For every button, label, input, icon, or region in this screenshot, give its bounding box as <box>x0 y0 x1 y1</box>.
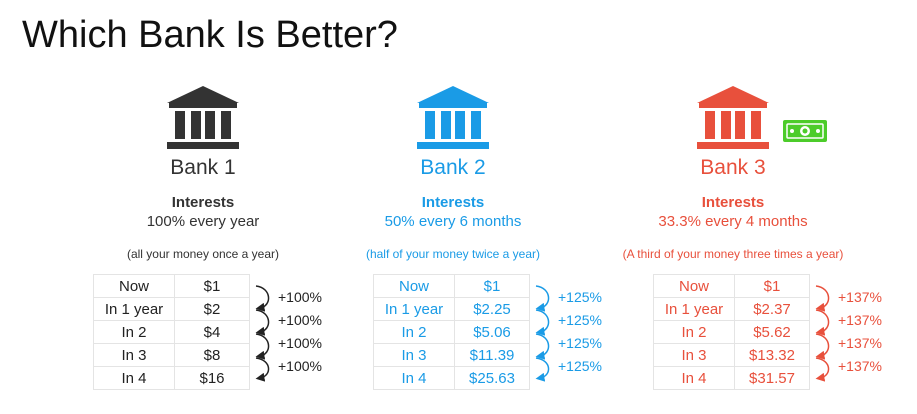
table-row: Now $1 <box>93 274 250 298</box>
bank-3-panel: Bank 3 Interests 33.3% every 4 months (A… <box>583 86 883 261</box>
period-cell: In 1 year <box>93 297 175 321</box>
growth-arrows <box>815 285 830 382</box>
amount-cell: $31.57 <box>734 366 810 390</box>
period-cell: In 2 <box>93 320 175 344</box>
growth-label: +100% <box>278 289 322 305</box>
period-cell: Now <box>373 274 455 298</box>
period-cell: In 1 year <box>373 297 455 321</box>
period-cell: In 3 <box>93 343 175 367</box>
bank-2-panel: Bank 2 Interests 50% every 6 months (hal… <box>303 86 603 261</box>
period-cell: In 2 <box>373 320 455 344</box>
amount-cell: $11.39 <box>454 343 530 367</box>
growth-arrows <box>535 285 550 382</box>
growth-label: +125% <box>558 289 602 305</box>
amount-cell: $8 <box>174 343 250 367</box>
bank-name: Bank 2 <box>420 156 486 179</box>
growth-label: +125% <box>558 312 602 328</box>
growth-label: +125% <box>558 358 602 374</box>
period-cell: In 3 <box>373 343 455 367</box>
amount-cell: $2.25 <box>454 297 530 321</box>
period-cell: In 3 <box>653 343 735 367</box>
table-row: Now $1 <box>373 274 530 298</box>
amount-cell: $1 <box>734 274 810 298</box>
interest-label: Interests <box>421 194 485 211</box>
period-cell: In 4 <box>373 366 455 390</box>
bank-1-table: Now $1 In 1 year $2 In 2 $4 In 3 $8 In 4… <box>93 274 250 390</box>
bank-name: Bank 1 <box>170 156 236 179</box>
interest-note: (A third of your money three times a yea… <box>622 247 844 261</box>
interest-note: (half of your money twice a year) <box>365 247 541 261</box>
growth-arrows <box>255 285 270 382</box>
bank-building-icon <box>417 86 489 149</box>
bank-name: Bank 3 <box>700 156 766 179</box>
amount-cell: $5.06 <box>454 320 530 344</box>
interest-label: Interests <box>701 194 765 211</box>
period-cell: In 4 <box>93 366 175 390</box>
amount-cell: $1 <box>454 274 530 298</box>
period-cell: In 2 <box>653 320 735 344</box>
table-row: In 1 year $2 <box>93 297 250 321</box>
table-row: In 1 year $2.25 <box>373 297 530 321</box>
table-row: In 2 $5.62 <box>653 320 810 344</box>
growth-label: +137% <box>838 335 882 351</box>
table-row: In 3 $8 <box>93 343 250 367</box>
interest-label: Interests <box>171 194 235 211</box>
growth-label: +137% <box>838 289 882 305</box>
bank-1-panel: Bank 1 Interests 100% every year (all yo… <box>53 86 353 261</box>
period-cell: In 1 year <box>653 297 735 321</box>
table-row: Now $1 <box>653 274 810 298</box>
growth-label: +125% <box>558 335 602 351</box>
table-row: In 2 $4 <box>93 320 250 344</box>
table-row: In 4 $31.57 <box>653 366 810 390</box>
amount-cell: $16 <box>174 366 250 390</box>
growth-label: +137% <box>838 358 882 374</box>
bank-building-icon <box>167 86 239 149</box>
amount-cell: $5.62 <box>734 320 810 344</box>
page-title: Which Bank Is Better? <box>22 14 398 56</box>
period-cell: Now <box>93 274 175 298</box>
bank-2-table: Now $1 In 1 year $2.25 In 2 $5.06 In 3 $… <box>373 274 530 390</box>
period-cell: In 4 <box>653 366 735 390</box>
amount-cell: $2.37 <box>734 297 810 321</box>
bank-3-table: Now $1 In 1 year $2.37 In 2 $5.62 In 3 $… <box>653 274 810 390</box>
amount-cell: $2 <box>174 297 250 321</box>
growth-label: +100% <box>278 358 322 374</box>
amount-cell: $13.32 <box>734 343 810 367</box>
growth-label: +137% <box>838 312 882 328</box>
period-cell: Now <box>653 274 735 298</box>
amount-cell: $4 <box>174 320 250 344</box>
table-row: In 4 $25.63 <box>373 366 530 390</box>
interest-note: (all your money once a year) <box>126 247 280 261</box>
bank-building-icon <box>697 86 769 149</box>
amount-cell: $1 <box>174 274 250 298</box>
amount-cell: $25.63 <box>454 366 530 390</box>
dollar-bill-icon <box>783 120 827 142</box>
table-row: In 2 $5.06 <box>373 320 530 344</box>
growth-label: +100% <box>278 312 322 328</box>
table-row: In 3 $11.39 <box>373 343 530 367</box>
table-row: In 3 $13.32 <box>653 343 810 367</box>
growth-label: +100% <box>278 335 322 351</box>
table-row: In 1 year $2.37 <box>653 297 810 321</box>
table-row: In 4 $16 <box>93 366 250 390</box>
interest-rate: 100% every year <box>146 213 260 230</box>
interest-rate: 50% every 6 months <box>384 213 522 230</box>
interest-rate: 33.3% every 4 months <box>658 213 808 230</box>
